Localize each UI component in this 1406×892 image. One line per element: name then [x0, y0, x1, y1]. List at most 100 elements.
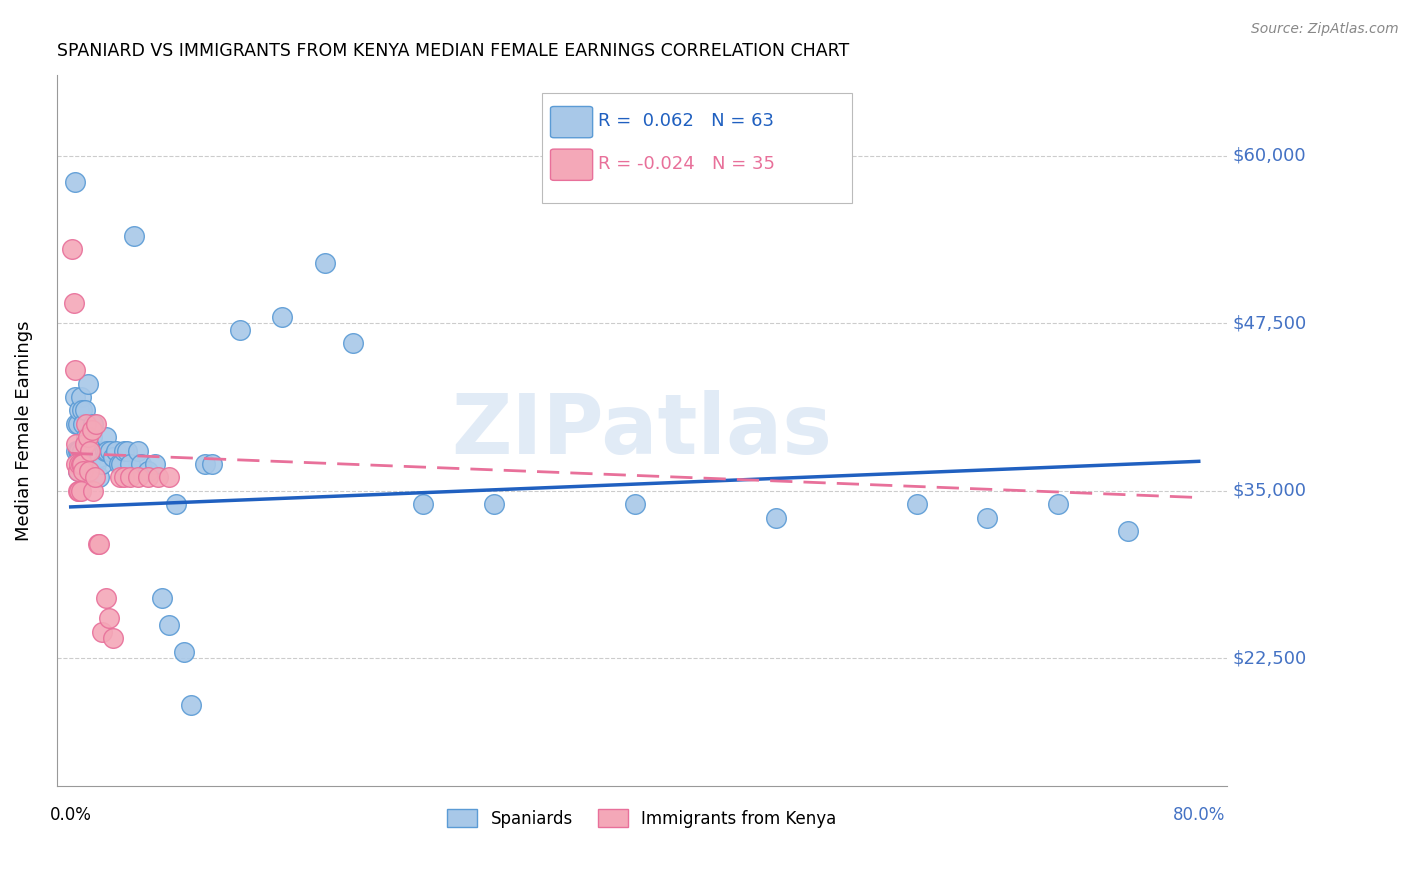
Point [67, 457, 90, 471]
Point [194, 457, 217, 471]
Y-axis label: Median Female Earnings: Median Female Earnings [15, 320, 32, 541]
Point [72, 417, 94, 431]
Point [101, 450, 124, 465]
Point [63, 363, 86, 377]
Point [60, 243, 83, 257]
Point [73, 403, 96, 417]
Point [63, 390, 86, 404]
Point [80, 424, 103, 438]
Point [90, 457, 112, 471]
Point [65, 443, 87, 458]
Point [157, 470, 180, 484]
Text: $35,000: $35,000 [1233, 482, 1306, 500]
Point [69, 457, 91, 471]
Point [67, 403, 90, 417]
Text: $22,500: $22,500 [1233, 649, 1308, 667]
Point [1116, 524, 1139, 538]
Point [127, 470, 149, 484]
Point [70, 457, 93, 471]
Text: 80.0%: 80.0% [1173, 805, 1225, 824]
Point [62, 296, 84, 310]
Point [112, 443, 135, 458]
Point [66, 464, 89, 478]
Point [229, 323, 252, 337]
Point [101, 632, 124, 646]
Point [1046, 497, 1069, 511]
Point [73, 437, 96, 451]
Point [118, 457, 141, 471]
Point [173, 645, 195, 659]
Point [157, 618, 180, 632]
FancyBboxPatch shape [543, 93, 852, 203]
Text: R = -0.024   N = 35: R = -0.024 N = 35 [599, 155, 776, 173]
Text: SPANIARD VS IMMIGRANTS FROM KENYA MEDIAN FEMALE EARNINGS CORRELATION CHART: SPANIARD VS IMMIGRANTS FROM KENYA MEDIAN… [56, 42, 849, 60]
Point [79, 457, 101, 471]
Text: R =  0.062   N = 63: R = 0.062 N = 63 [599, 112, 775, 130]
Point [87, 537, 110, 551]
Point [70, 403, 93, 417]
Point [201, 457, 224, 471]
Text: Source: ZipAtlas.com: Source: ZipAtlas.com [1251, 22, 1399, 37]
Point [623, 497, 645, 511]
Point [65, 437, 87, 451]
Point [89, 450, 111, 465]
Point [94, 430, 117, 444]
Point [314, 256, 336, 270]
Point [93, 443, 115, 458]
Point [72, 464, 94, 478]
Point [75, 417, 97, 431]
Point [115, 443, 138, 458]
Point [82, 417, 104, 431]
Point [66, 417, 89, 431]
Point [96, 443, 118, 458]
Point [136, 470, 159, 484]
Point [84, 417, 107, 431]
Point [765, 510, 787, 524]
Point [412, 497, 434, 511]
Legend: Spaniards, Immigrants from Kenya: Spaniards, Immigrants from Kenya [440, 803, 844, 834]
Point [98, 443, 121, 458]
Point [271, 310, 294, 324]
Point [67, 483, 90, 498]
Point [129, 457, 152, 471]
Point [127, 443, 149, 458]
Point [77, 464, 100, 478]
Point [110, 457, 132, 471]
Point [76, 430, 98, 444]
Point [87, 470, 110, 484]
Point [342, 336, 364, 351]
Point [482, 497, 505, 511]
FancyBboxPatch shape [551, 149, 592, 180]
Point [77, 443, 100, 458]
Point [70, 443, 93, 458]
Point [112, 470, 135, 484]
Point [63, 176, 86, 190]
Point [108, 470, 131, 484]
Point [136, 464, 159, 478]
Point [143, 457, 166, 471]
Point [66, 443, 89, 458]
Point [82, 483, 104, 498]
Point [69, 457, 91, 471]
Text: $47,500: $47,500 [1233, 314, 1308, 332]
Point [86, 443, 108, 458]
Point [150, 591, 173, 605]
Point [75, 430, 97, 444]
Point [86, 537, 108, 551]
Point [122, 229, 145, 244]
Point [66, 464, 89, 478]
Point [84, 457, 107, 471]
Point [146, 470, 169, 484]
Point [104, 443, 127, 458]
Point [83, 443, 105, 458]
Text: $60,000: $60,000 [1233, 146, 1306, 165]
Point [65, 417, 87, 431]
Text: ZIPatlas: ZIPatlas [451, 390, 832, 471]
Point [67, 443, 90, 458]
Point [76, 376, 98, 391]
Point [976, 510, 998, 524]
Point [69, 390, 91, 404]
Point [79, 443, 101, 458]
Point [97, 611, 120, 625]
Point [118, 470, 141, 484]
